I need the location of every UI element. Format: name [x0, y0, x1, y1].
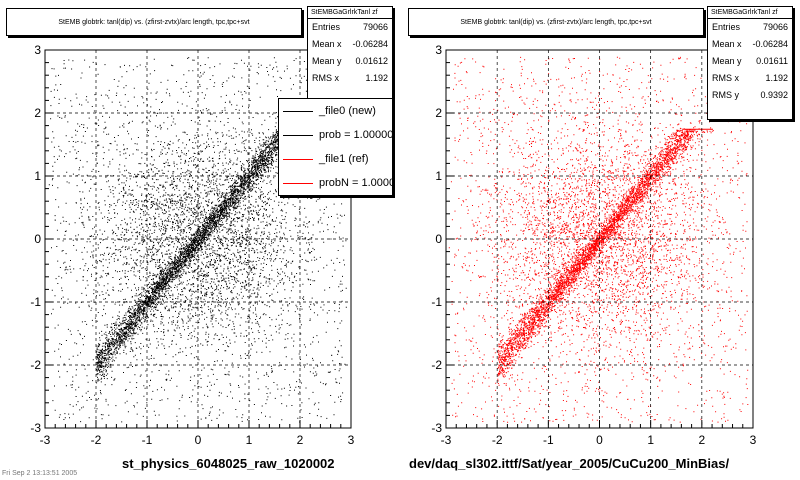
legend-entry-label: prob = 1.000000 [319, 129, 393, 141]
right-stats-meany-row: Mean y 0.01611 [708, 53, 792, 70]
right-stats-meanx-row: Mean x -0.06284 [708, 36, 792, 53]
left-x-tick-labels: -3 -2 -1 0 1 2 3 [40, 433, 355, 447]
left-x-tick-label: -2 [91, 433, 102, 447]
left-stats-meanx-row: Mean x -0.06284 [308, 36, 392, 53]
left-stats-meany-row: Mean y 0.01612 [308, 53, 392, 70]
right-x-tick-label: -3 [441, 433, 452, 447]
right-x-tick-label: -1 [543, 433, 554, 447]
left-stats-meanx-label: Mean x [312, 39, 342, 49]
right-y-tick-label: 2 [435, 106, 442, 120]
right-x-tick-label: 2 [698, 433, 705, 447]
right-stats-rmsx-label: RMS x [712, 73, 739, 83]
right-y-tick-labels: -3 -2 -1 0 1 2 3 [431, 43, 442, 435]
right-x-tick-label: 0 [596, 433, 603, 447]
left-x-tick-label: 2 [297, 433, 304, 447]
right-stats-meany-label: Mean y [712, 56, 742, 66]
left-y-tick-label: 2 [34, 106, 41, 120]
right-plot-title-text: StEMB globtrk: tanl(dip) vs. (zfirst-zvt… [460, 18, 652, 26]
left-x-tick-label: -1 [142, 433, 153, 447]
left-y-tick-label: -2 [30, 358, 41, 372]
left-stats-rmsx-row: RMS x 1.192 [308, 70, 392, 87]
left-x-tick-label: 3 [348, 433, 355, 447]
left-stats-entries-label: Entries [312, 22, 341, 32]
right-stats-rmsx-value: 1.192 [765, 73, 788, 83]
left-stats-meanx-value: -0.06284 [352, 39, 388, 49]
right-stats-entries-label: Entries [712, 22, 741, 32]
legend-line-swatch [283, 110, 313, 112]
left-stats-name: StEMBGaGrlrkTanl zf [308, 7, 392, 19]
right-stats-entries-value: 79066 [762, 22, 788, 32]
left-y-tick-label: 1 [34, 169, 41, 183]
timestamp-footer: Fri Sep 2 13:13:51 2005 [2, 470, 78, 477]
left-y-tick-labels: -3 -2 -1 0 1 2 3 [30, 43, 41, 435]
left-stats-meany-label: Mean y [312, 56, 342, 66]
right-stats-entries-row: Entries 79066 [708, 19, 792, 36]
right-y-tick-label: -1 [431, 295, 442, 309]
left-stats-rmsx-value: 1.192 [365, 73, 388, 83]
left-y-tick-label: 0 [34, 232, 41, 246]
left-y-tick-label: -1 [30, 295, 41, 309]
right-stats-rmsy-row: RMS y 0.9392 [708, 87, 792, 104]
right-panel: -3 -2 -1 0 1 2 3 -3 -2 -1 0 1 2 3 [431, 43, 756, 447]
legend-entry: prob = 1.000000 [279, 123, 392, 147]
legend-entry: _file0 (new) [279, 99, 392, 123]
left-x-tick-label: -3 [40, 433, 51, 447]
right-ticks [445, 49, 754, 429]
right-stats-meanx-label: Mean x [712, 39, 742, 49]
right-y-tick-label: -2 [431, 358, 442, 372]
legend-line-swatch [283, 182, 313, 184]
scatter-points-path [48, 57, 349, 423]
left-x-tick-label: 0 [195, 433, 202, 447]
right-x-tick-label: 1 [647, 433, 654, 447]
left-scatter-points [48, 57, 349, 423]
right-stats-meanx-value: -0.06284 [752, 39, 788, 49]
right-x-tick-label: 3 [750, 433, 757, 447]
left-stats-entries-value: 79066 [362, 22, 388, 32]
right-y-tick-label: 3 [435, 43, 442, 57]
left-y-tick-label: 3 [34, 43, 41, 57]
legend-entry-label: _file0 (new) [319, 105, 376, 117]
legend-box: _file0 (new) prob = 1.000000 _file1 (ref… [278, 98, 393, 196]
left-stats-meany-value: 0.01612 [355, 56, 388, 66]
right-x-axis-label: dev/daq_sl302.ittf/Sat/year_2005/CuCu200… [409, 456, 730, 471]
legend-entry-label: probN = 1.000000 [319, 177, 392, 189]
left-stats-entries-row: Entries 79066 [308, 19, 392, 36]
right-stats-meany-value: 0.01611 [756, 56, 788, 66]
right-stats-box: StEMBGaGrlrkTanl zf Entries 79066 Mean x… [707, 6, 793, 120]
legend-line-swatch [283, 158, 313, 160]
right-scatter-points [448, 56, 749, 423]
right-stats-name: StEMBGaGrlrkTanl zf [708, 7, 792, 19]
left-plot-title-text: StEMB globtrk: tanl(dip) vs. (zfirst-zvt… [58, 18, 250, 26]
left-ticks [44, 49, 352, 429]
left-x-tick-label: 1 [246, 433, 253, 447]
right-stats-rmsy-value: 0.9392 [760, 90, 788, 100]
left-x-axis-label: st_physics_6048025_raw_1020002 [122, 456, 335, 471]
left-stats-rmsx-label: RMS x [312, 73, 339, 83]
right-y-tick-label: 1 [435, 169, 442, 183]
legend-entry: _file1 (ref) [279, 147, 392, 171]
legend-entry: probN = 1.000000 [279, 171, 392, 195]
left-plot-title: StEMB globtrk: tanl(dip) vs. (zfirst-zvt… [6, 8, 302, 36]
right-stats-rmsx-row: RMS x 1.192 [708, 70, 792, 87]
right-y-tick-label: 0 [435, 232, 442, 246]
right-stats-rmsy-label: RMS y [712, 90, 739, 100]
right-x-tick-labels: -3 -2 -1 0 1 2 3 [441, 433, 757, 447]
right-grid [446, 50, 753, 428]
right-plot-title: StEMB globtrk: tanl(dip) vs. (zfirst-zvt… [408, 8, 704, 36]
left-y-tick-label: -3 [30, 421, 41, 435]
scatter-points-path [448, 56, 749, 423]
right-y-tick-label: -3 [431, 421, 442, 435]
right-x-tick-label: -2 [492, 433, 503, 447]
legend-entry-label: _file1 (ref) [319, 153, 369, 165]
legend-line-swatch [283, 134, 313, 136]
